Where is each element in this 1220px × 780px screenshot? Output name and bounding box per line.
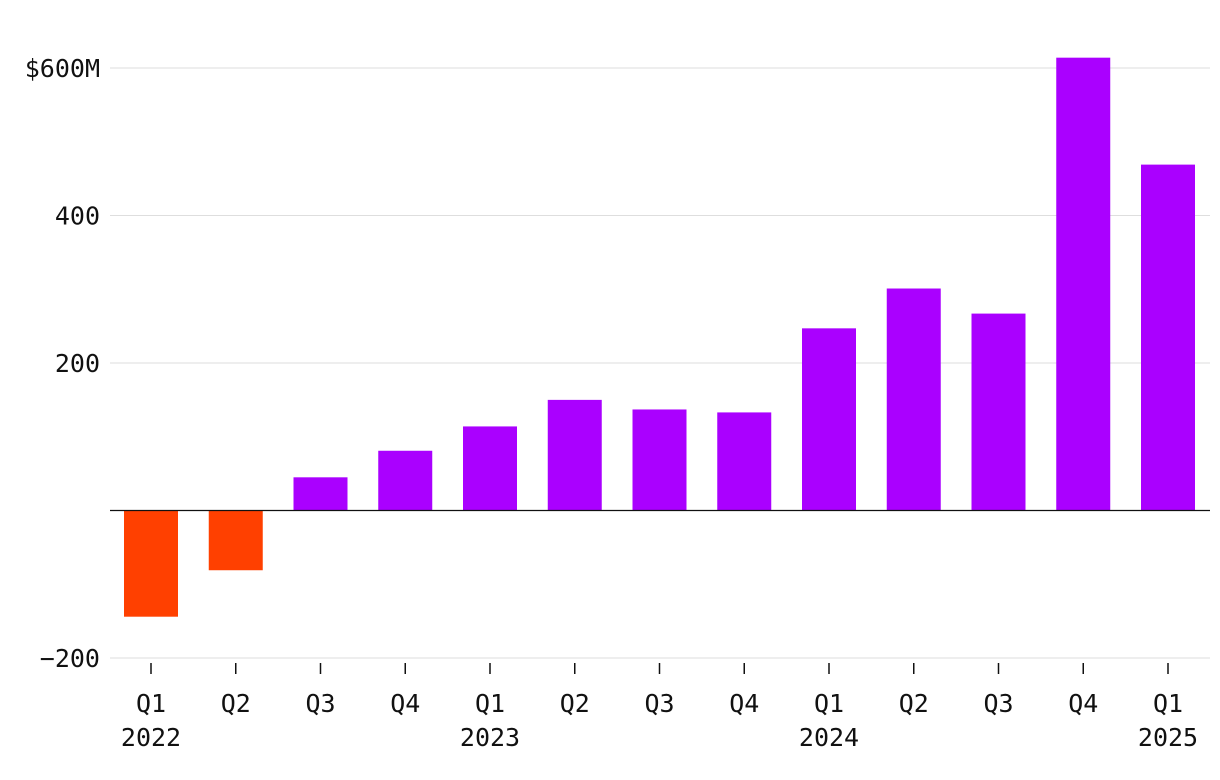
x-tick-label: Q1 bbox=[1153, 689, 1183, 718]
bar bbox=[124, 510, 178, 617]
bar bbox=[293, 477, 348, 511]
x-tick-label: Q4 bbox=[390, 689, 420, 718]
x-tick-label: Q2 bbox=[560, 689, 590, 718]
x-year-label: 2022 bbox=[121, 723, 181, 752]
x-tick-label: Q4 bbox=[729, 689, 759, 718]
x-tick-label: Q2 bbox=[221, 689, 251, 718]
bar bbox=[886, 288, 941, 511]
x-tick-label: Q1 bbox=[475, 689, 505, 718]
x-tick-label: Q2 bbox=[899, 689, 929, 718]
x-axis: Q1 2022 Q2 Q3 Q4 Q1 2023 Q2 Q3 Q4 Q1 2024 Q2 Q3 Q4 Q1 20… bbox=[121, 663, 1198, 752]
y-tick-label: 200 bbox=[55, 349, 100, 378]
bar bbox=[1056, 57, 1111, 511]
bar bbox=[208, 510, 263, 571]
bar bbox=[378, 450, 433, 511]
bar bbox=[717, 412, 772, 511]
gridlines bbox=[110, 67, 1210, 659]
bars bbox=[124, 57, 1195, 617]
x-tick-label: Q3 bbox=[644, 689, 674, 718]
x-tick-label: Q1 bbox=[814, 689, 844, 718]
bar bbox=[463, 426, 517, 511]
y-axis-labels: −200 200 400 $600M bbox=[25, 54, 100, 673]
bar bbox=[547, 399, 602, 511]
y-tick-label: 400 bbox=[55, 202, 100, 231]
x-tick-label: Q1 bbox=[136, 689, 166, 718]
bar bbox=[802, 328, 856, 511]
bar bbox=[1141, 164, 1195, 511]
x-year-label: 2024 bbox=[799, 723, 859, 752]
x-year-label: 2025 bbox=[1138, 723, 1198, 752]
x-tick-label: Q4 bbox=[1068, 689, 1098, 718]
bar bbox=[632, 409, 687, 511]
x-tick-label: Q3 bbox=[983, 689, 1013, 718]
y-tick-label: $600M bbox=[25, 54, 100, 83]
x-tick-label: Q3 bbox=[305, 689, 335, 718]
x-year-label: 2023 bbox=[460, 723, 520, 752]
bar bbox=[971, 313, 1026, 511]
y-tick-label: −200 bbox=[40, 644, 100, 673]
